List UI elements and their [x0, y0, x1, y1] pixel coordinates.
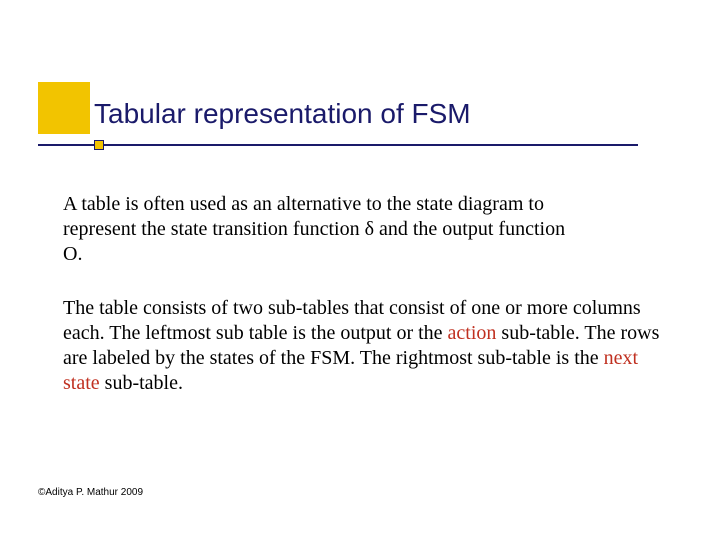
paragraph-2-text-c: sub-table.: [100, 372, 183, 394]
highlight-action: action: [448, 322, 497, 344]
copyright-footer: ©Aditya P. Mathur 2009: [38, 487, 143, 498]
paragraph-1: A table is often used as an alternative …: [63, 192, 573, 267]
title-underline-square: [94, 140, 104, 150]
paragraph-2: The table consists of two sub-tables tha…: [63, 296, 663, 396]
slide-title: Tabular representation of FSM: [94, 98, 471, 130]
title-underline: [38, 144, 638, 146]
slide: Tabular representation of FSM A table is…: [0, 0, 720, 540]
title-accent-block: [38, 82, 90, 134]
